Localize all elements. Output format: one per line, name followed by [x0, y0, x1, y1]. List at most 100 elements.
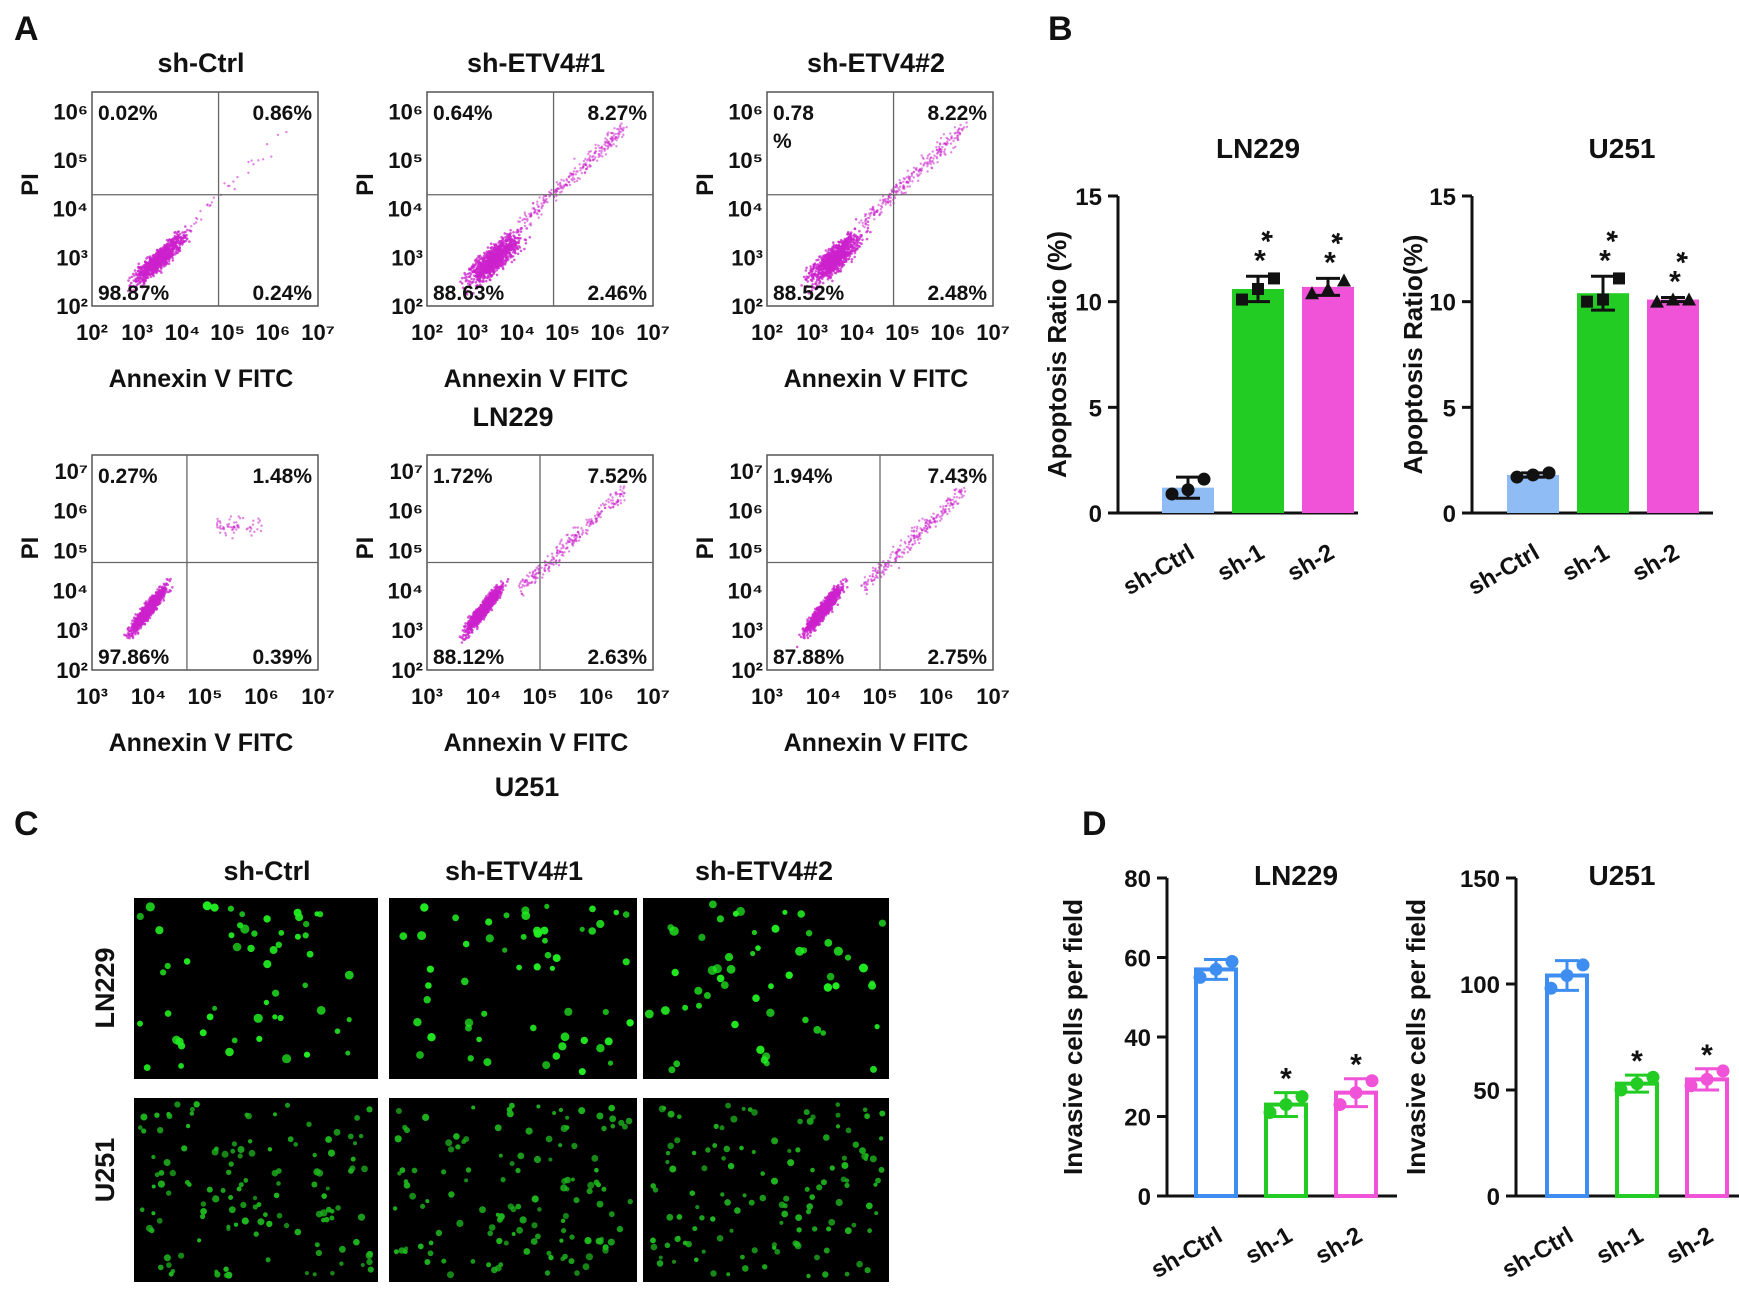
- event-dot: [184, 230, 187, 234]
- x-tick-label: 10³: [76, 684, 108, 709]
- event-dot: [518, 220, 521, 223]
- event-dot: [155, 606, 158, 610]
- y-tick-label: 10⁶: [388, 99, 423, 124]
- event-dot: [178, 243, 182, 247]
- event-dot: [873, 212, 876, 215]
- event-dot: [831, 250, 835, 254]
- event-dot: [238, 517, 242, 520]
- event-dot: [462, 625, 466, 628]
- event-dot: [850, 258, 854, 261]
- panel-label-d: D: [1082, 805, 1107, 843]
- event-dot: [948, 138, 951, 142]
- event-dot: [946, 140, 949, 143]
- event-dot: [504, 584, 507, 587]
- event-dot: [133, 269, 137, 272]
- event-dot: [467, 268, 471, 271]
- event-dot: [145, 265, 148, 269]
- event-dot: [167, 262, 171, 266]
- event-dot: [224, 534, 228, 537]
- y-tick-label: 10²: [731, 294, 763, 319]
- x-axis-title: Annexin V FITC: [784, 365, 969, 393]
- event-dot: [474, 261, 478, 264]
- event-dot: [878, 213, 881, 217]
- event-dot: [804, 278, 807, 281]
- event-dot: [864, 219, 867, 223]
- event-dot: [837, 240, 841, 244]
- event-dot: [826, 268, 829, 271]
- event-dot: [480, 257, 483, 261]
- event-dot: [805, 266, 808, 270]
- event-dot: [869, 230, 872, 234]
- x-tick-label: 10⁷: [301, 320, 335, 345]
- event-dot: [853, 255, 856, 259]
- y-axis-title: PI: [692, 173, 719, 196]
- event-dot: [544, 200, 547, 203]
- event-dot: [150, 266, 153, 270]
- event-dot: [488, 275, 491, 279]
- y-tick-label: 10⁵: [728, 148, 763, 173]
- event-dot: [867, 224, 870, 227]
- event-dot: [830, 272, 833, 275]
- event-dot: [517, 239, 521, 243]
- event-dot: [134, 286, 138, 290]
- quadrant-lr-percent: 0.24%: [252, 282, 312, 305]
- event-dot: [804, 286, 807, 289]
- event-dot: [167, 248, 170, 252]
- event-dot: [839, 258, 843, 261]
- event-dot: [485, 253, 489, 257]
- event-dot: [605, 138, 609, 142]
- event-dot: [195, 221, 198, 224]
- event-dot: [950, 151, 953, 154]
- event-dot: [261, 158, 265, 161]
- event-dot: [485, 279, 488, 283]
- event-dot: [574, 173, 577, 176]
- event-dot: [562, 179, 566, 182]
- event-dot: [929, 156, 932, 159]
- panel-c-col-label-sh-etv4-1: sh-ETV4#1: [445, 856, 583, 886]
- event-dot: [622, 133, 625, 136]
- event-dot: [160, 267, 163, 270]
- event-dot: [153, 256, 157, 260]
- event-dot: [939, 154, 942, 157]
- event-dot: [146, 619, 149, 622]
- event-dot: [259, 529, 263, 533]
- event-dot: [155, 271, 158, 275]
- event-dot: [565, 178, 568, 181]
- event-dot: [474, 284, 478, 288]
- event-dot: [155, 594, 158, 597]
- event-dot: [158, 258, 162, 262]
- event-dot: [842, 245, 846, 248]
- event-dot: [589, 154, 592, 158]
- event-dot: [236, 524, 239, 527]
- event-dot: [464, 279, 468, 283]
- event-dot: [461, 276, 464, 280]
- flow-plot-title: sh-Ctrl: [158, 48, 245, 78]
- event-dot: [849, 235, 852, 239]
- event-dot: [131, 619, 134, 622]
- event-dot: [899, 181, 902, 184]
- event-dot: [915, 168, 918, 172]
- event-dot: [601, 155, 604, 158]
- event-dot: [479, 267, 483, 271]
- event-dot: [532, 201, 535, 205]
- event-dot: [607, 145, 610, 149]
- event-dot: [132, 272, 135, 276]
- event-dot: [174, 237, 178, 240]
- event-dot: [854, 247, 858, 251]
- event-dot: [148, 598, 151, 601]
- event-dot: [567, 180, 570, 184]
- event-dot: [860, 242, 863, 245]
- event-dot: [179, 240, 182, 243]
- event-dot: [152, 596, 156, 600]
- x-tick-label: 10⁴: [840, 320, 875, 345]
- quadrant-ur-percent: 1.48%: [252, 465, 312, 488]
- event-dot: [160, 252, 164, 255]
- event-dot: [853, 242, 856, 245]
- event-dot: [516, 228, 519, 232]
- event-dot: [941, 145, 944, 149]
- event-dot: [838, 250, 841, 254]
- x-tick-label: 10⁶: [930, 320, 965, 345]
- event-dot: [916, 174, 920, 178]
- event-dot: [910, 174, 913, 178]
- event-dot: [813, 272, 816, 276]
